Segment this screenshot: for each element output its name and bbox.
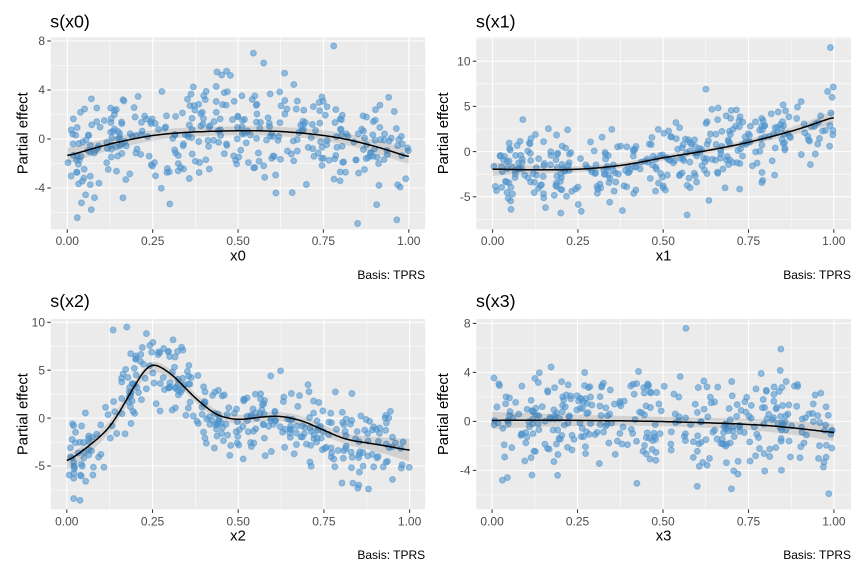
svg-text:0: 0: [464, 415, 471, 429]
svg-text:8: 8: [38, 34, 45, 48]
svg-text:1.00: 1.00: [397, 234, 421, 248]
svg-text:Basis: TPRS: Basis: TPRS: [357, 548, 425, 562]
svg-text:8: 8: [464, 317, 471, 331]
svg-text:0.00: 0.00: [480, 514, 504, 528]
svg-text:-5: -5: [460, 190, 471, 204]
svg-text:Partial effect: Partial effect: [15, 373, 31, 455]
svg-text:4: 4: [38, 83, 45, 97]
svg-text:x2: x2: [230, 529, 246, 545]
svg-text:Partial effect: Partial effect: [436, 92, 452, 174]
svg-text:0: 0: [38, 132, 45, 146]
svg-text:4: 4: [464, 366, 471, 380]
svg-text:0.50: 0.50: [651, 514, 675, 528]
svg-text:0: 0: [38, 411, 45, 425]
svg-text:x1: x1: [656, 249, 672, 265]
svg-text:Partial effect: Partial effect: [15, 92, 31, 174]
svg-text:0.75: 0.75: [737, 234, 761, 248]
svg-text:0.75: 0.75: [312, 514, 336, 528]
svg-text:0.00: 0.00: [55, 514, 79, 528]
svg-text:0.25: 0.25: [141, 514, 165, 528]
svg-text:10: 10: [457, 54, 471, 68]
svg-text:Basis: TPRS: Basis: TPRS: [783, 548, 851, 562]
svg-text:-4: -4: [460, 464, 471, 478]
svg-text:0: 0: [464, 145, 471, 159]
svg-text:x3: x3: [656, 529, 672, 545]
svg-text:0.75: 0.75: [737, 514, 761, 528]
svg-text:0.75: 0.75: [312, 234, 336, 248]
svg-text:s(x1): s(x1): [476, 11, 516, 31]
svg-text:0.25: 0.25: [566, 514, 590, 528]
svg-text:0.00: 0.00: [56, 234, 80, 248]
svg-text:Basis: TPRS: Basis: TPRS: [357, 268, 425, 282]
svg-text:-5: -5: [34, 459, 45, 473]
svg-text:s(x3): s(x3): [476, 291, 516, 311]
svg-text:1.00: 1.00: [398, 514, 422, 528]
svg-text:0.50: 0.50: [227, 514, 251, 528]
svg-text:1.00: 1.00: [822, 514, 846, 528]
svg-text:0.50: 0.50: [652, 234, 676, 248]
svg-text:Partial effect: Partial effect: [436, 373, 452, 455]
svg-text:s(x0): s(x0): [50, 11, 90, 31]
svg-text:10: 10: [32, 316, 46, 330]
svg-text:0.50: 0.50: [226, 234, 250, 248]
svg-text:5: 5: [464, 100, 471, 114]
svg-text:0.25: 0.25: [141, 234, 165, 248]
svg-text:Basis: TPRS: Basis: TPRS: [783, 268, 851, 282]
svg-text:1.00: 1.00: [822, 234, 846, 248]
svg-text:s(x2): s(x2): [50, 291, 90, 311]
svg-text:0.00: 0.00: [481, 234, 505, 248]
svg-text:5: 5: [38, 363, 45, 377]
svg-text:x0: x0: [230, 249, 246, 265]
svg-text:0.25: 0.25: [566, 234, 590, 248]
svg-text:-4: -4: [34, 181, 45, 195]
